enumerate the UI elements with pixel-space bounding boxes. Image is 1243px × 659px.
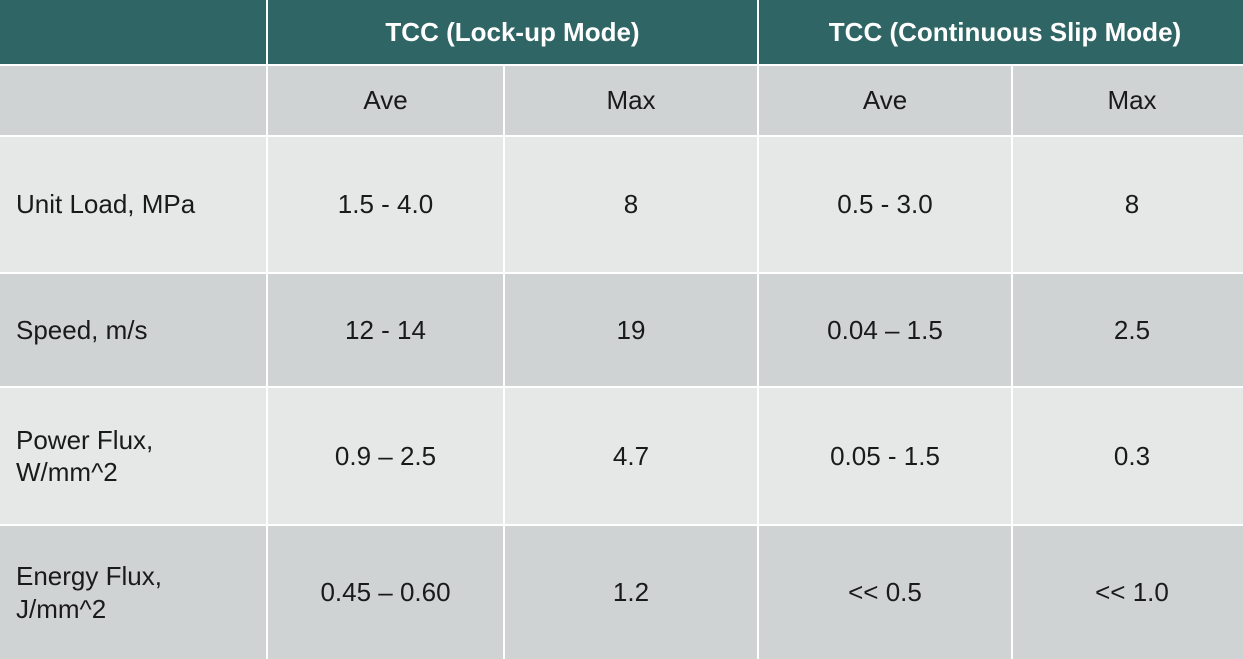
table-cell: 1.2 xyxy=(505,526,757,659)
header-corner xyxy=(0,0,266,64)
row-label-text: Speed, m/s xyxy=(16,314,148,345)
table-cell: << 1.0 xyxy=(1013,526,1243,659)
row-label-power-flux: Power Flux, W/mm^2 xyxy=(0,388,266,524)
table-cell: 0.3 xyxy=(1013,388,1243,524)
header-continuous-slip-mode: TCC (Continuous Slip Mode) xyxy=(759,0,1243,64)
subheader-slip-max: Max xyxy=(1013,66,1243,135)
table-cell: 0.45 – 0.60 xyxy=(268,526,503,659)
table-cell: 12 - 14 xyxy=(268,274,503,386)
table-cell: << 0.5 xyxy=(759,526,1011,659)
subheader-lockup-max: Max xyxy=(505,66,757,135)
subheader-corner xyxy=(0,66,266,135)
table-cell: 8 xyxy=(1013,137,1243,272)
row-label-speed: Speed, m/s xyxy=(0,274,266,386)
table-cell: 1.5 - 4.0 xyxy=(268,137,503,272)
table-cell: 0.5 - 3.0 xyxy=(759,137,1011,272)
table-cell: 19 xyxy=(505,274,757,386)
row-label-energy-flux: Energy Flux, J/mm^2 xyxy=(0,526,266,659)
table-cell: 4.7 xyxy=(505,388,757,524)
table-cell: 0.9 – 2.5 xyxy=(268,388,503,524)
table-cell: 0.05 - 1.5 xyxy=(759,388,1011,524)
row-label-text: Unit Load, MPa xyxy=(16,189,196,220)
row-label-text: Energy Flux, J/mm^2 xyxy=(16,561,162,624)
subheader-slip-ave: Ave xyxy=(759,66,1011,135)
header-lockup-mode: TCC (Lock-up Mode) xyxy=(268,0,757,64)
table-cell: 0.04 – 1.5 xyxy=(759,274,1011,386)
table-cell: 2.5 xyxy=(1013,274,1243,386)
row-label-unit-load: Unit Load, MPa xyxy=(0,137,266,272)
row-label-text: Power Flux, W/mm^2 xyxy=(16,424,154,488)
table-cell: 8 xyxy=(505,137,757,272)
subheader-lockup-ave: Ave xyxy=(268,66,503,135)
